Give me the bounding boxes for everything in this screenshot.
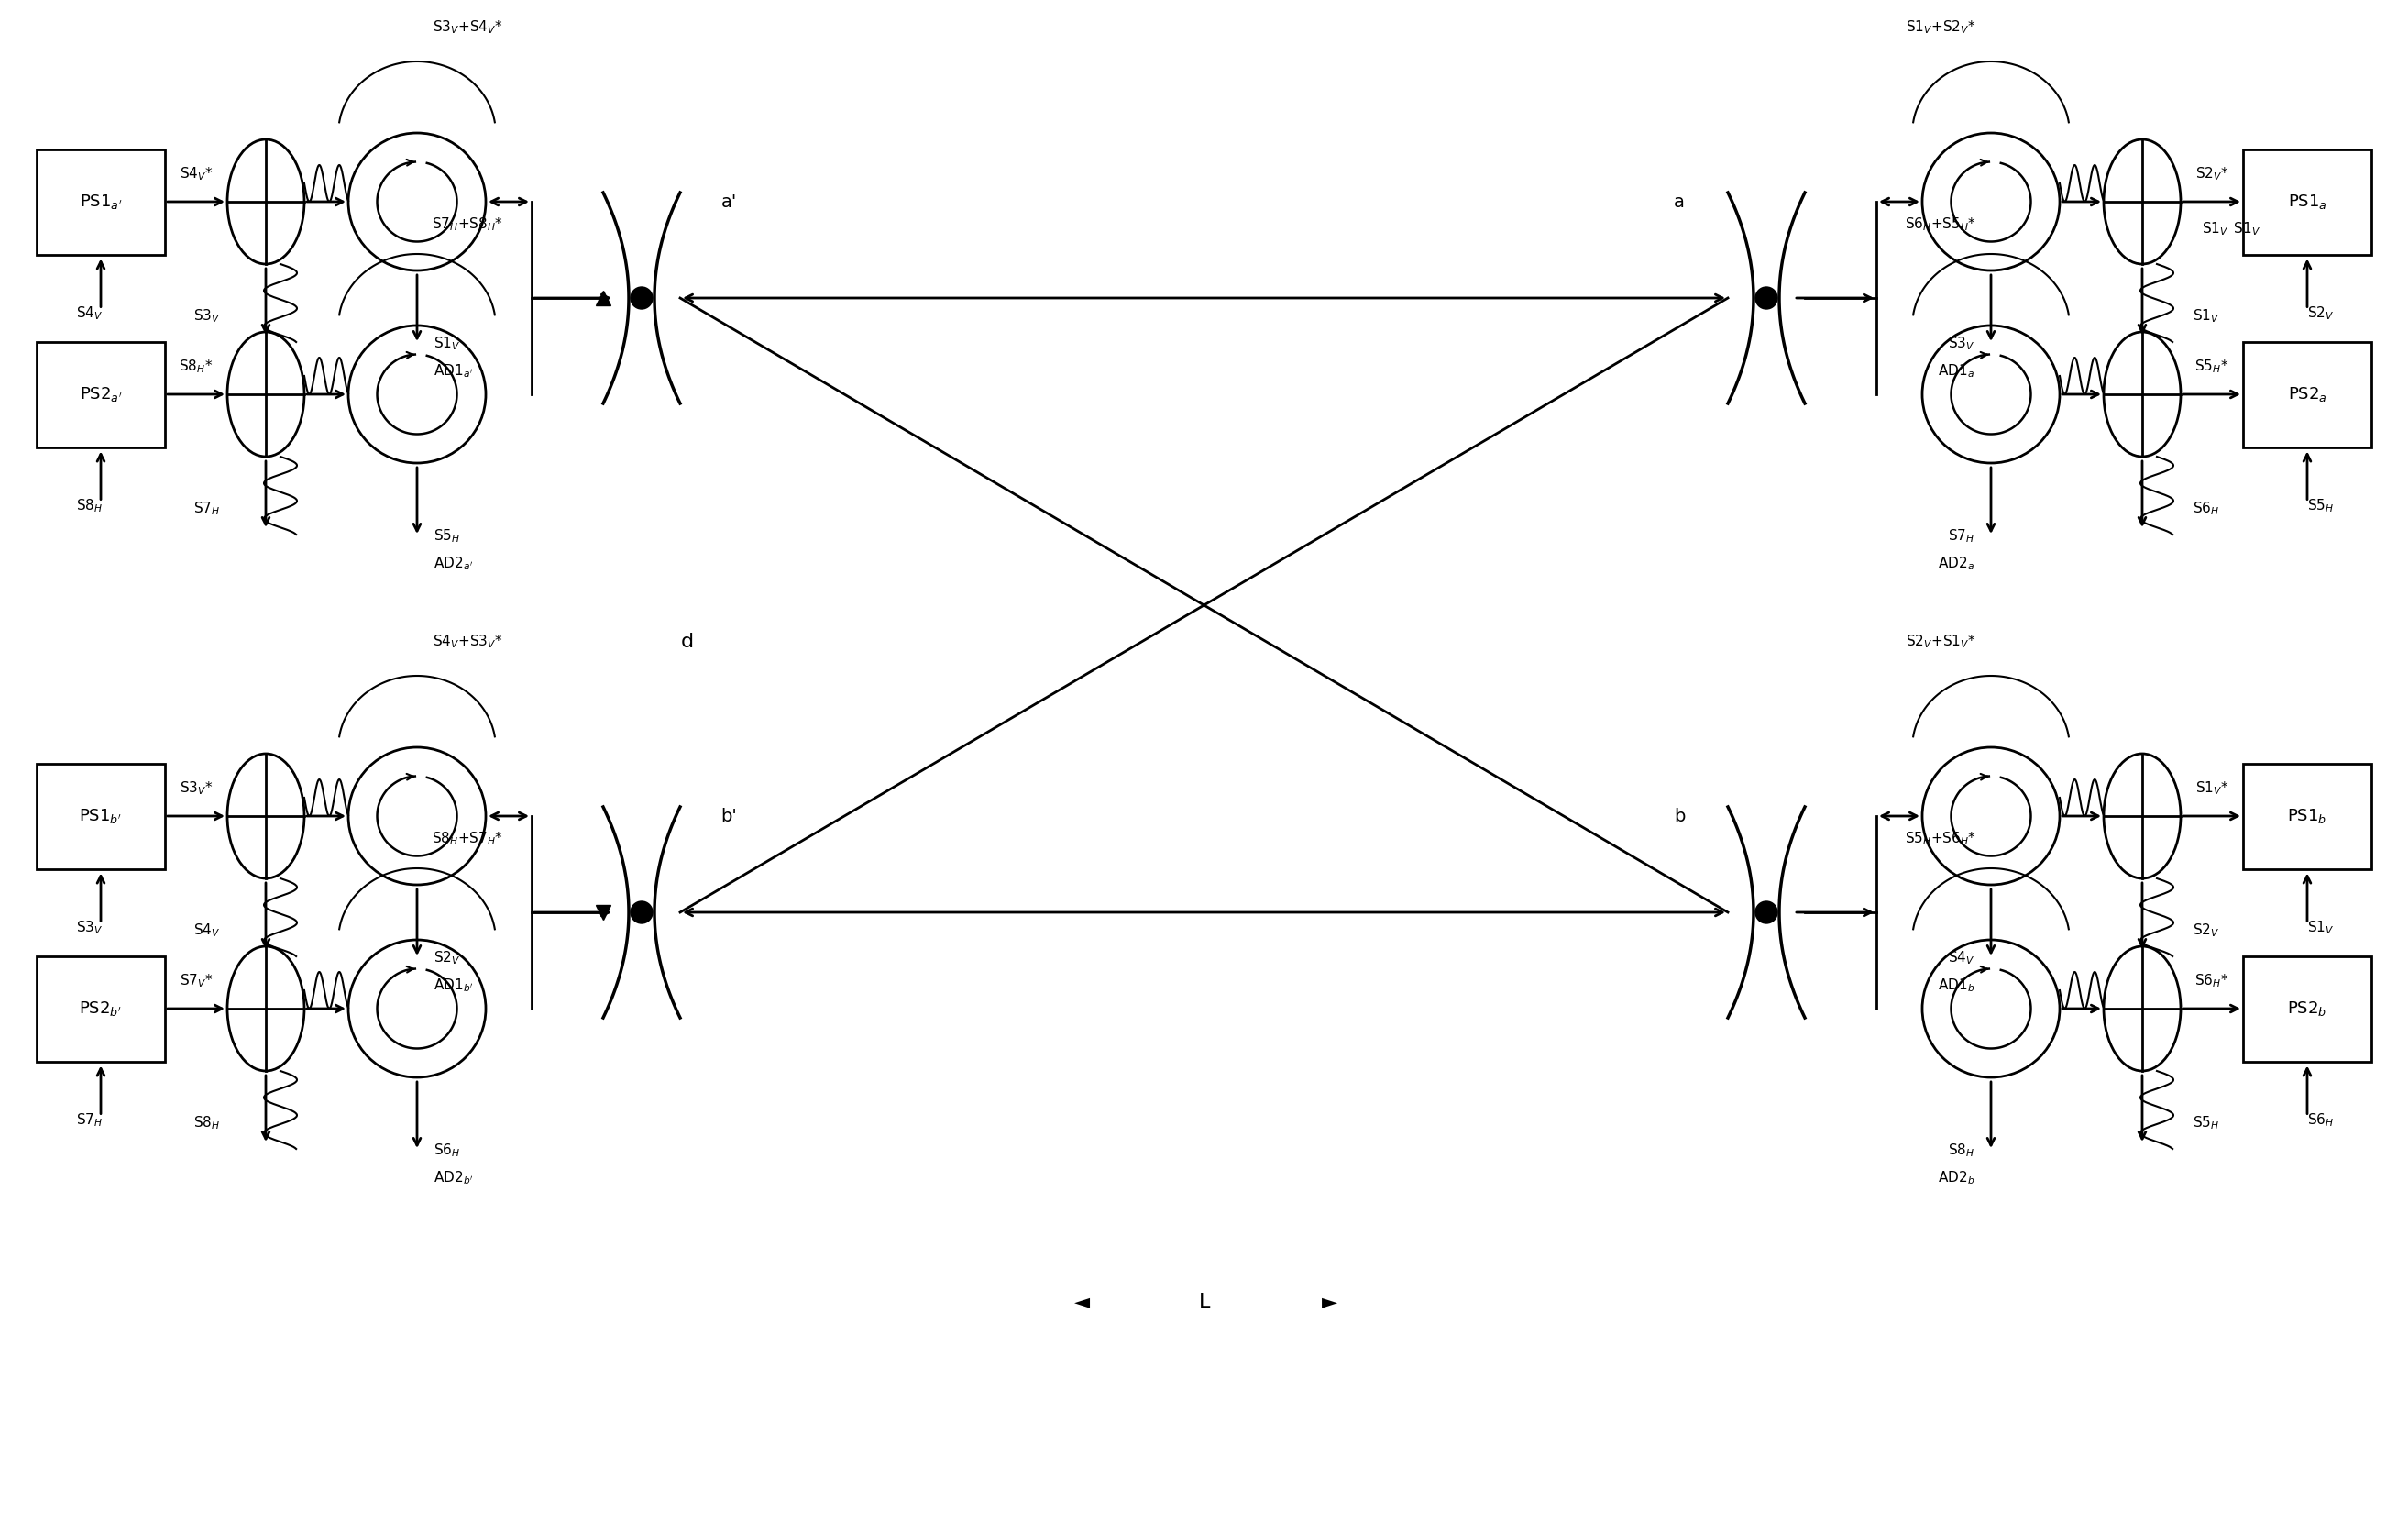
Text: S5$_H$: S5$_H$ <box>2194 1115 2220 1132</box>
Text: S1$_V$: S1$_V$ <box>2225 221 2261 238</box>
Text: S8$_H$: S8$_H$ <box>77 498 104 515</box>
Ellipse shape <box>2105 332 2182 457</box>
Ellipse shape <box>2105 946 2182 1071</box>
Circle shape <box>1922 133 2059 271</box>
Text: S1$_V$: S1$_V$ <box>2307 920 2333 937</box>
Text: b: b <box>1674 807 1686 825</box>
Circle shape <box>1922 326 2059 463</box>
Text: S4$_V$+S3$_V$*: S4$_V$+S3$_V$* <box>433 634 503 650</box>
Text: S3$_V$: S3$_V$ <box>77 920 104 937</box>
Text: S1$_V$: S1$_V$ <box>2194 308 2220 324</box>
Circle shape <box>1922 940 2059 1077</box>
Text: AD2$_b$: AD2$_b$ <box>1938 1170 1975 1186</box>
Text: PS1$_b$: PS1$_b$ <box>2288 807 2326 825</box>
Text: S2$_V$*: S2$_V$* <box>2196 166 2227 183</box>
Text: S8$_H$*: S8$_H$* <box>178 358 214 375</box>
Text: S8$_H$+S7$_H$*: S8$_H$+S7$_H$* <box>431 830 503 848</box>
Text: AD1$_a$: AD1$_a$ <box>1938 362 1975 379</box>
Text: S7$_H$: S7$_H$ <box>193 501 219 518</box>
Text: AD1$_b$: AD1$_b$ <box>1938 978 1975 995</box>
Ellipse shape <box>2105 140 2182 263</box>
Text: a': a' <box>720 193 737 210</box>
Ellipse shape <box>226 754 303 879</box>
Text: S6$_H$: S6$_H$ <box>2307 1112 2333 1129</box>
Bar <box>2242 956 2372 1062</box>
Bar <box>2242 149 2372 254</box>
Text: S7$_H$+S8$_H$*: S7$_H$+S8$_H$* <box>431 216 503 233</box>
Bar <box>36 341 166 446</box>
Text: S5$_H$: S5$_H$ <box>2307 498 2333 515</box>
Text: S1$_V$: S1$_V$ <box>433 335 460 352</box>
Circle shape <box>349 940 486 1077</box>
Text: S7$_H$: S7$_H$ <box>77 1112 104 1129</box>
Text: S1$_V$+S2$_V$*: S1$_V$+S2$_V$* <box>1905 18 1975 37</box>
Bar <box>36 149 166 254</box>
Text: S8$_H$: S8$_H$ <box>193 1115 219 1132</box>
Circle shape <box>1755 902 1777 923</box>
Text: S6$_H$: S6$_H$ <box>2194 501 2220 518</box>
Text: PS2$_{a'}$: PS2$_{a'}$ <box>79 385 123 404</box>
Text: S2$_V$: S2$_V$ <box>433 950 460 967</box>
Text: S4$_V$: S4$_V$ <box>1948 950 1975 967</box>
Text: ►: ► <box>1322 1293 1336 1311</box>
Text: PS2$_a$: PS2$_a$ <box>2288 385 2326 404</box>
Circle shape <box>631 286 653 309</box>
Text: S7$_V$*: S7$_V$* <box>181 973 212 990</box>
Text: S7$_H$: S7$_H$ <box>1948 528 1975 545</box>
Text: PS2$_{b'}$: PS2$_{b'}$ <box>79 999 123 1017</box>
Text: S3$_V$: S3$_V$ <box>193 308 219 324</box>
Text: S3$_V$+S4$_V$*: S3$_V$+S4$_V$* <box>433 18 503 37</box>
Bar <box>2242 341 2372 446</box>
Circle shape <box>349 326 486 463</box>
Text: ◄: ◄ <box>1074 1293 1088 1311</box>
Text: PS1$_{b'}$: PS1$_{b'}$ <box>79 807 123 825</box>
Bar <box>36 956 166 1062</box>
Text: PS1$_a$: PS1$_a$ <box>2288 192 2326 210</box>
Text: S5$_H$: S5$_H$ <box>433 528 460 545</box>
Text: PS2$_b$: PS2$_b$ <box>2288 999 2326 1017</box>
Text: S4$_V$: S4$_V$ <box>193 921 219 940</box>
Bar <box>2242 763 2372 868</box>
Text: AD2$_{b'}$: AD2$_{b'}$ <box>433 1170 474 1186</box>
Text: S1$_V$*: S1$_V$* <box>2196 780 2227 797</box>
Text: S8$_H$: S8$_H$ <box>1948 1142 1975 1159</box>
Text: S3$_V$: S3$_V$ <box>1948 335 1975 352</box>
Text: L: L <box>1199 1293 1211 1311</box>
Text: S6$_H$: S6$_H$ <box>433 1142 460 1159</box>
Text: b': b' <box>720 807 737 825</box>
Text: S1$_V$: S1$_V$ <box>2201 221 2230 238</box>
Text: AD1$_{a'}$: AD1$_{a'}$ <box>433 362 472 379</box>
Text: S2$_V$+S1$_V$*: S2$_V$+S1$_V$* <box>1905 634 1975 650</box>
Text: AD2$_{a'}$: AD2$_{a'}$ <box>433 556 472 573</box>
Text: a: a <box>1674 193 1686 210</box>
Circle shape <box>1922 748 2059 885</box>
Text: S4$_V$: S4$_V$ <box>77 305 104 323</box>
Circle shape <box>349 133 486 271</box>
Text: S4$_V$*: S4$_V$* <box>181 166 212 183</box>
Text: AD2$_a$: AD2$_a$ <box>1938 556 1975 573</box>
Text: S2$_V$: S2$_V$ <box>2307 305 2333 323</box>
Bar <box>36 763 166 868</box>
Ellipse shape <box>2105 754 2182 879</box>
Text: S6$_H$*: S6$_H$* <box>2194 973 2230 990</box>
Text: S5$_H$+S6$_H$*: S5$_H$+S6$_H$* <box>1905 830 1977 848</box>
Ellipse shape <box>226 946 303 1071</box>
Circle shape <box>1755 286 1777 309</box>
Circle shape <box>349 748 486 885</box>
Text: S6$_H$+S5$_H$*: S6$_H$+S5$_H$* <box>1905 216 1977 233</box>
Text: S3$_V$*: S3$_V$* <box>181 780 212 797</box>
Text: AD1$_{b'}$: AD1$_{b'}$ <box>433 978 474 995</box>
Text: PS1$_{a'}$: PS1$_{a'}$ <box>79 192 123 210</box>
Text: S5$_H$*: S5$_H$* <box>2194 358 2230 375</box>
Text: S2$_V$: S2$_V$ <box>2194 921 2220 940</box>
Ellipse shape <box>226 332 303 457</box>
Ellipse shape <box>226 140 303 263</box>
Circle shape <box>631 902 653 923</box>
Text: d: d <box>681 632 694 650</box>
